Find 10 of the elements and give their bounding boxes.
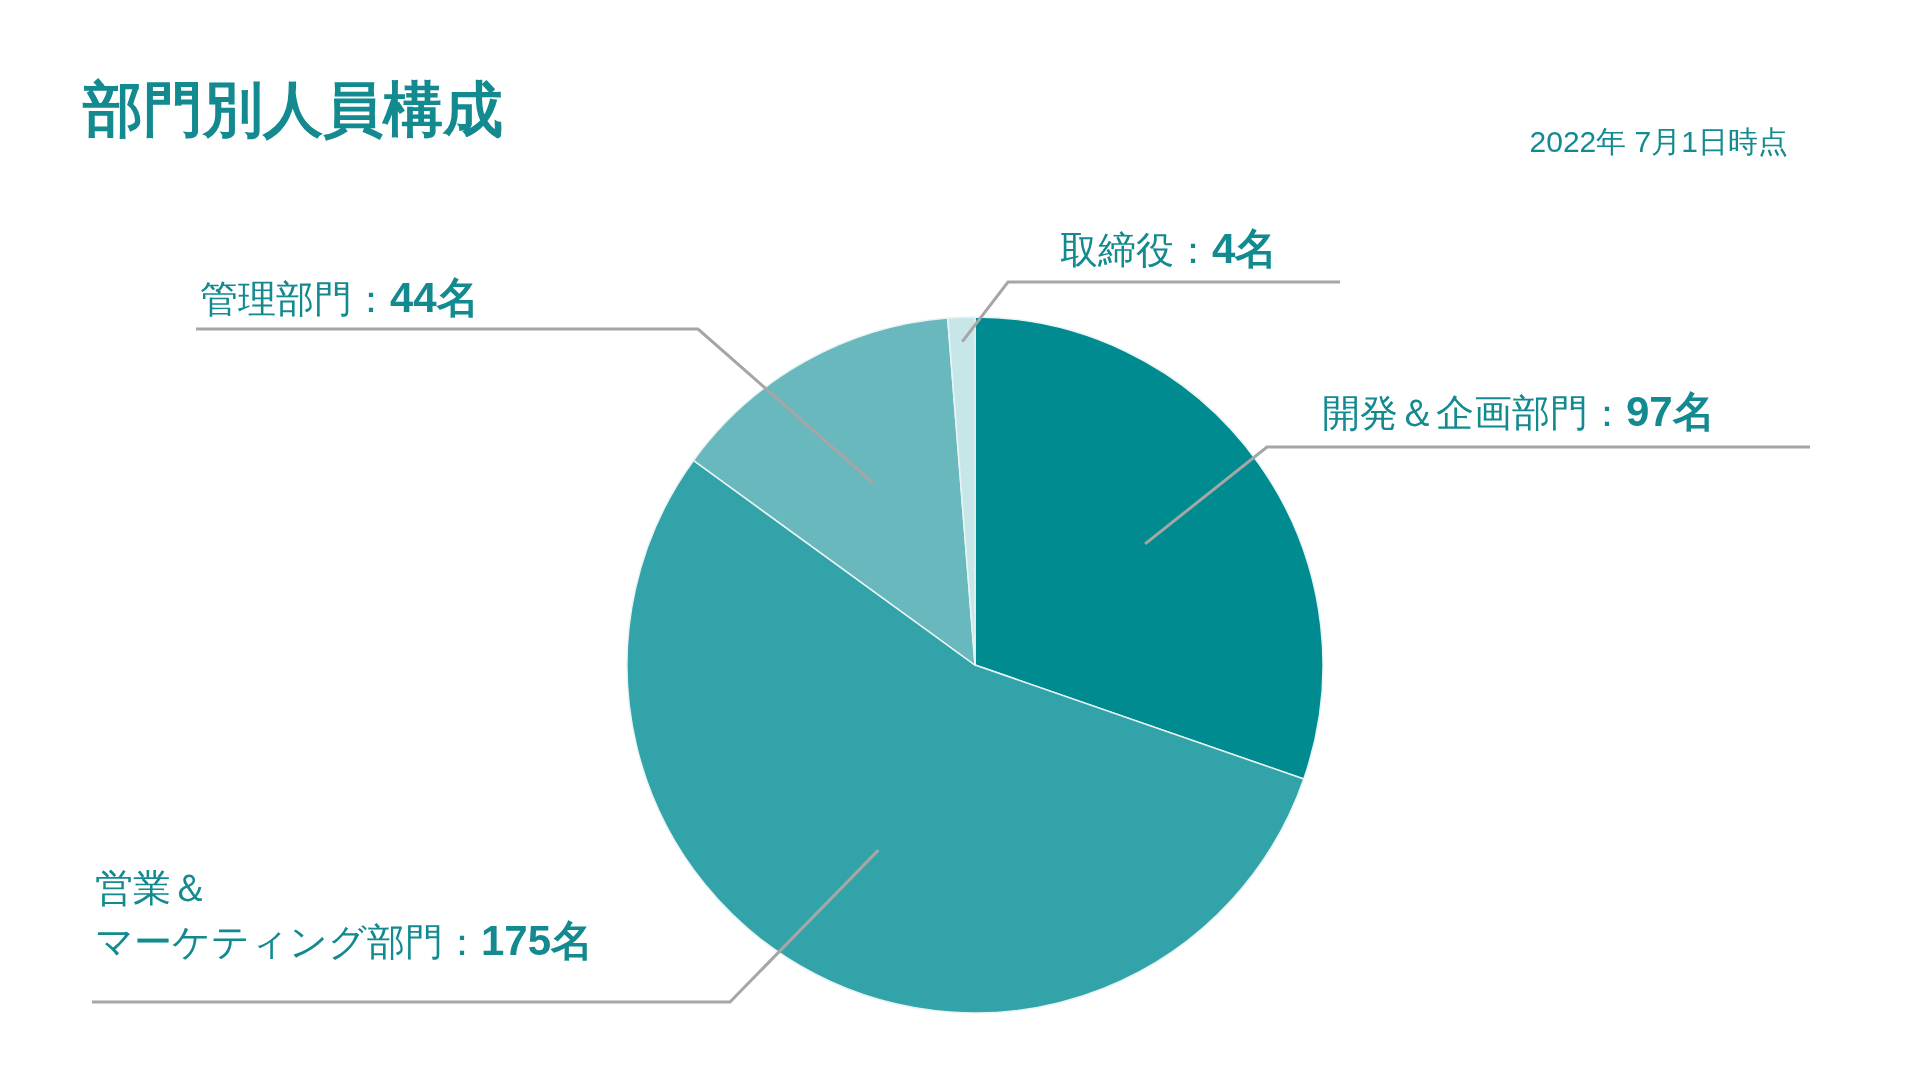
data-label: ：97名	[1588, 388, 1715, 435]
data-label: ：44名	[352, 274, 479, 321]
chart-title: 部門別人員構成	[82, 76, 503, 143]
slice-label: 開発＆企画部門	[1322, 392, 1588, 434]
slice-label: 取締役	[1060, 229, 1174, 271]
data-label: ：4名	[1174, 225, 1278, 272]
chart-subtitle: 2022年 7月1日時点	[1529, 125, 1788, 158]
slice-label: 営業＆マーケティング部門	[95, 867, 443, 963]
data-label: ：175名	[443, 917, 594, 964]
slice-label: 管理部門	[200, 278, 352, 320]
